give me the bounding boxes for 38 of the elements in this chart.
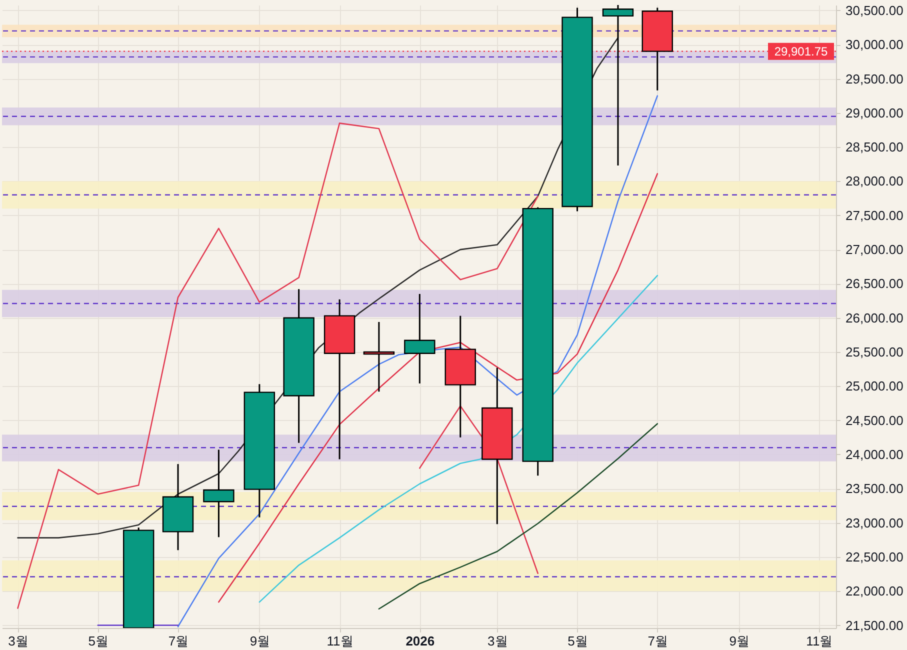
line-series	[378, 423, 658, 610]
ref-line-label: 29,901.75	[774, 44, 828, 58]
candlestick	[602, 5, 634, 166]
y-tick-label: 26,500.00	[846, 276, 904, 292]
x-tick-label: 11월	[806, 634, 833, 648]
y-tick-label: 24,000.00	[846, 446, 904, 462]
y-tick-label: 30,500.00	[846, 2, 904, 18]
y-tick-label: 22,500.00	[846, 549, 904, 564]
x-tick-label: 2026	[406, 634, 435, 648]
x-tick-label: 7월	[648, 634, 668, 648]
y-tick-label: 27,000.00	[846, 242, 904, 258]
x-tick-label: 7월	[168, 634, 189, 648]
y-tick-label: 24,500.00	[846, 412, 904, 428]
line-series	[218, 173, 658, 603]
y-tick-label: 27,500.00	[846, 208, 904, 223]
x-tick-label: 5월	[88, 634, 108, 648]
y-tick-label: 25,000.00	[846, 378, 904, 394]
x-tick-label: 3월	[8, 634, 28, 648]
x-tick-label: 5월	[568, 634, 588, 648]
line-series	[17, 122, 539, 609]
y-tick-label: 29,000.00	[846, 105, 904, 120]
x-tick-label: 9월	[729, 634, 750, 648]
line-series	[177, 95, 658, 628]
y-tick-label: 23,000.00	[846, 515, 904, 530]
y-tick-label: 30,000.00	[846, 37, 904, 52]
line-series	[419, 405, 539, 574]
y-tick-label: 28,000.00	[846, 174, 904, 189]
y-tick-label: 22,000.00	[846, 584, 904, 599]
y-tick-label: 26,000.00	[846, 310, 904, 326]
candlestick	[363, 321, 395, 392]
y-tick-label: 25,500.00	[846, 344, 904, 360]
x-tick-label: 3월	[488, 634, 508, 648]
x-tick-label: 11월	[326, 634, 354, 648]
y-tick-label: 29,500.00	[846, 71, 904, 86]
y-tick-label: 23,500.00	[846, 481, 904, 496]
x-tick-label: 9월	[250, 634, 270, 648]
y-tick-label: 28,500.00	[846, 140, 904, 155]
y-tick-label: 21,500.00	[846, 618, 904, 633]
